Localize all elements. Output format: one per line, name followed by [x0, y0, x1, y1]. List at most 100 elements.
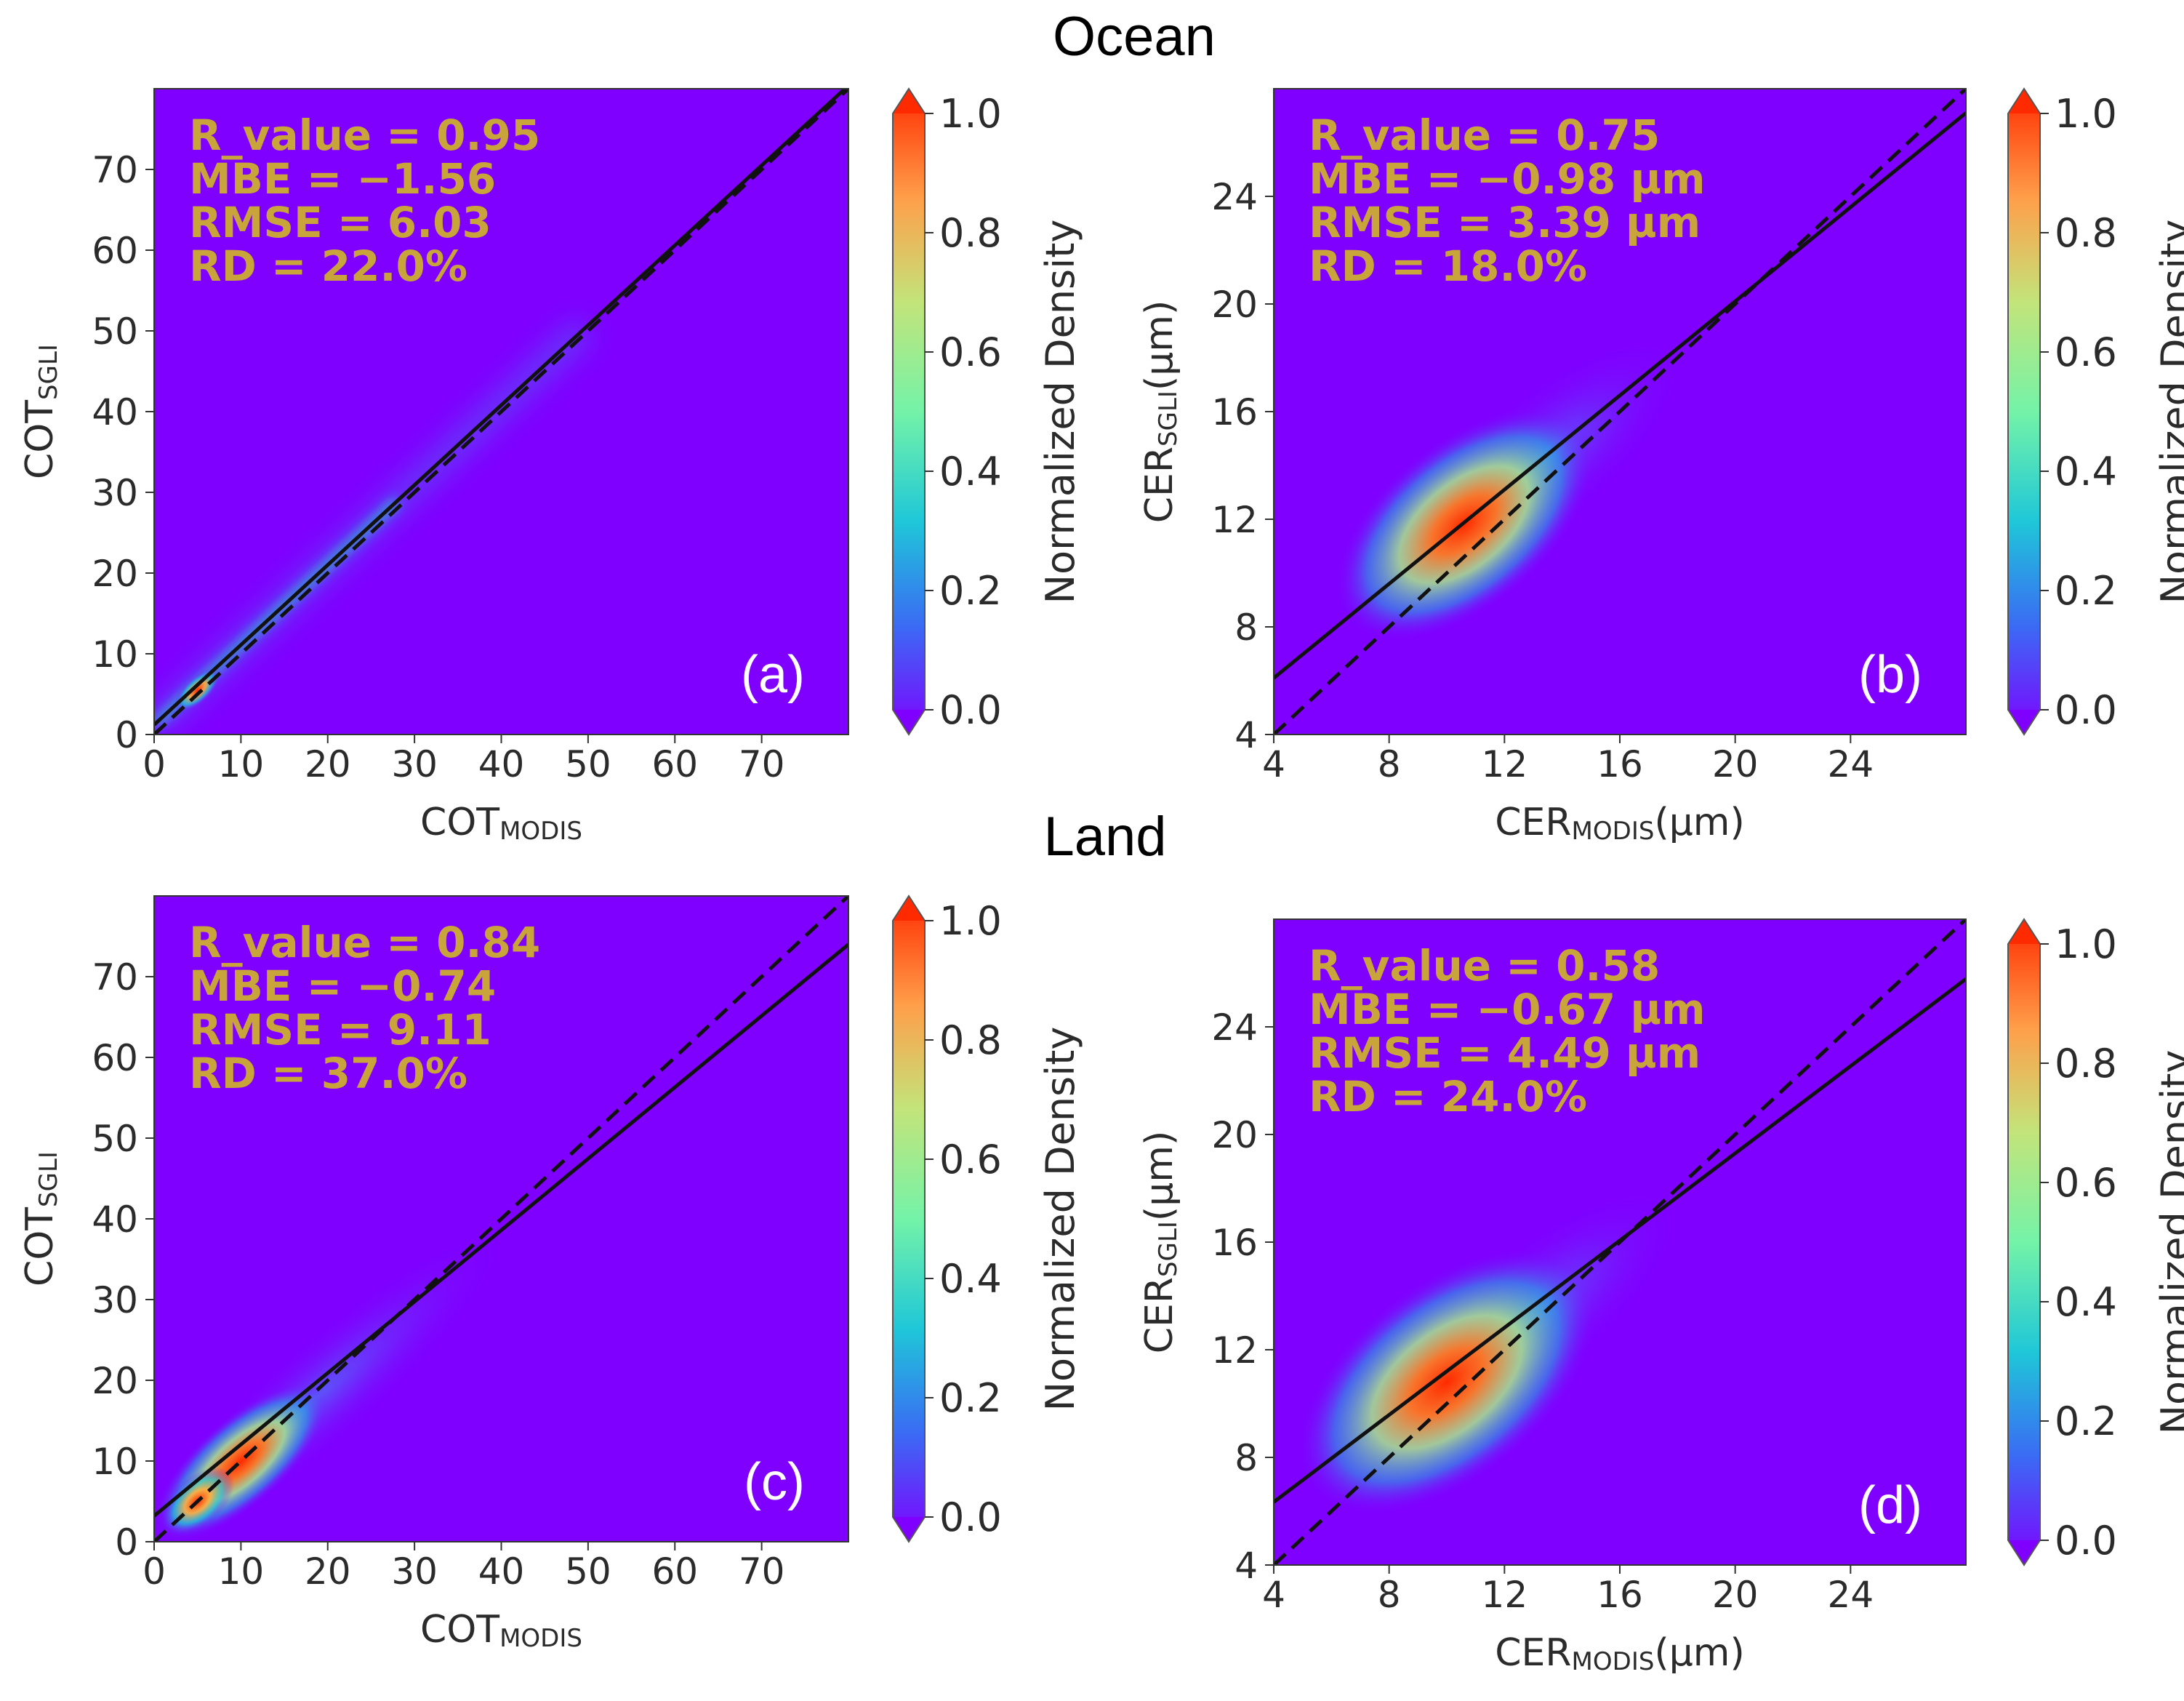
x-tick-label: 12 [1482, 743, 1528, 785]
colorbar-tick-label: 0.8 [2055, 1041, 2117, 1086]
panel-b: 4 8 12 16 20 244812162024CERMODIS(µm)CERSGLI(… [1138, 88, 1967, 846]
y-tick-label: 16 [1211, 1222, 1258, 1264]
colorbar-tick-label: 0.6 [939, 329, 1002, 375]
colorbar-tick-label: 0.6 [2055, 1160, 2117, 1206]
y-tick-label: 50 [92, 311, 138, 353]
y-tick-label: 40 [92, 1198, 138, 1241]
stat-line: RMSE = 6.03 [189, 198, 491, 247]
colorbar-tick-label: 0.8 [939, 1017, 1002, 1063]
x-tick-label: 24 [1828, 1574, 1874, 1616]
y-tick-label: 20 [92, 1360, 138, 1402]
stat-line: RMSE = 3.39 µm [1309, 198, 1701, 247]
colorbar-tick-label: 0.8 [2055, 210, 2117, 256]
fit-line [154, 89, 848, 727]
x-tick-label: 60 [651, 743, 698, 785]
colorbar-tick-label: 0.8 [939, 210, 1002, 256]
x-axis-label: CERMODIS(µm) [1495, 801, 1745, 846]
colorbar-fill [893, 896, 925, 1542]
x-tick-label: 20 [1712, 1574, 1759, 1616]
colorbar-tick-label: 1.0 [939, 91, 1002, 137]
panel-c: 0 10 20 30 40 50 60 70010203040506070COTMODISCO… [18, 895, 849, 1653]
colorbar-fill [2008, 919, 2040, 1565]
x-tick-label: 4 [1262, 1574, 1285, 1616]
colorbar-tick-label: 0.2 [939, 1375, 1002, 1421]
one-to-one-line [154, 89, 848, 735]
colorbar-min-arrow [893, 1517, 925, 1542]
panel-label: (b) [1858, 646, 1922, 704]
x-axis-label-main: COT [420, 801, 499, 844]
x-tick-label: 16 [1597, 1574, 1643, 1616]
colorbar-max-arrow [893, 89, 925, 113]
x-axis-label-unit: (µm) [1654, 1631, 1744, 1675]
x-tick-label: 10 [218, 743, 265, 785]
stat-line: MBE = −1.56 [189, 154, 496, 204]
x-axis-label-sub: MODIS [499, 1624, 582, 1653]
panel-label: (d) [1858, 1476, 1922, 1534]
y-tick-label: 50 [92, 1118, 138, 1160]
y-tick-label: 20 [92, 553, 138, 595]
y-tick-label: 20 [1211, 1114, 1258, 1156]
colorbar-tick-label: 0.0 [2055, 687, 2117, 733]
x-axis-label-sub: MODIS [1572, 817, 1655, 846]
density-layer [1274, 919, 1966, 1565]
y-axis-label: COTSGLI [18, 344, 63, 479]
x-axis-label: CERMODIS(µm) [1495, 1631, 1745, 1676]
colorbar-right-bottom: 0.0 0.2 0.4 0.6 0.8 1.0 Normalized Density [2007, 918, 2184, 1566]
colorbar-bottom: 0.0 0.2 0.4 0.6 0.8 1.0 Normalized Density [892, 894, 1083, 1543]
x-tick-label: 40 [478, 743, 525, 785]
colorbar-tick-label: 0.2 [2055, 1398, 2117, 1444]
y-axis-label: CERSGLI(µm) [1138, 1131, 1183, 1354]
stat-line: R_value = 0.95 [189, 111, 540, 160]
colorbar-tick-label: 0.0 [939, 1494, 1002, 1540]
one-to-one-line [154, 896, 848, 1542]
stat-line: RD = 22.0% [189, 241, 467, 291]
panel-d: 4 8 12 16 20 244812162024CERMODIS(µm)CERSGLI(… [1138, 918, 1967, 1676]
y-tick-label: 70 [92, 956, 138, 998]
x-tick-label: 40 [478, 1550, 525, 1593]
y-axis-label-main: CER [1138, 447, 1181, 523]
y-axis-label-unit: (µm) [1138, 300, 1181, 391]
colorbar-max-arrow [2008, 919, 2040, 944]
x-tick-label: 30 [391, 743, 438, 785]
land-title: Land [1043, 806, 1166, 868]
x-tick-label: 24 [1828, 743, 1874, 785]
x-tick-label: 4 [1262, 743, 1285, 785]
density-layer [1274, 89, 1966, 735]
x-axis-label: COTMODIS [420, 801, 582, 846]
colorbar-tick-label: 1.0 [2055, 921, 2117, 967]
stat-line: RD = 24.0% [1309, 1072, 1587, 1121]
y-axis-label-main: COT [18, 400, 62, 479]
colorbar-tick-label: 0.4 [939, 449, 1002, 495]
colorbar-tick-label: 0.0 [939, 687, 1002, 733]
x-tick-label: 70 [739, 743, 785, 785]
x-tick-label: 10 [218, 1550, 265, 1593]
y-axis-label-unit: (µm) [1138, 1131, 1181, 1221]
x-tick-label: 70 [739, 1550, 785, 1593]
y-axis-label: CERSGLI(µm) [1138, 300, 1183, 524]
colorbar-label: Normalized Density [1037, 1027, 1083, 1412]
colorbar-tick-label: 1.0 [939, 898, 1002, 944]
x-tick-label: 60 [651, 1550, 698, 1593]
colorbar-fill [2008, 89, 2040, 735]
x-tick-label: 50 [565, 1550, 611, 1593]
colorbar-label: Normalized Density [2153, 220, 2184, 604]
x-tick-label: 20 [305, 743, 351, 785]
y-tick-label: 0 [115, 714, 138, 756]
stat-line: MBE = −0.67 µm [1309, 985, 1706, 1034]
colorbar-tick-label: 0.4 [2055, 1279, 2117, 1325]
y-axis-label-sub: SGLI [34, 344, 63, 400]
x-tick-label: 8 [1378, 1574, 1401, 1616]
x-axis-label-main: COT [420, 1608, 499, 1652]
y-tick-label: 24 [1211, 1006, 1258, 1049]
stat-line: R_value = 0.75 [1309, 111, 1660, 160]
density-layer [154, 896, 848, 1542]
x-tick-label: 0 [142, 1550, 166, 1593]
x-tick-label: 50 [565, 743, 611, 785]
panel-a: 0 10 20 30 40 50 60 70010203040506070COTMODISCO… [18, 88, 849, 846]
stat-line: RD = 37.0% [189, 1049, 467, 1098]
colorbar-max-arrow [2008, 89, 2040, 113]
y-tick-label: 30 [92, 472, 138, 514]
fit-line [1274, 977, 1966, 1504]
y-tick-label: 10 [92, 633, 138, 676]
